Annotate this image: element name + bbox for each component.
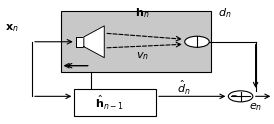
Text: $\mathbf{x}_{n}$: $\mathbf{x}_{n}$ (5, 22, 18, 34)
Circle shape (185, 36, 209, 47)
Circle shape (228, 91, 253, 102)
Text: $\hat{\mathbf{h}}_{n-1}$: $\hat{\mathbf{h}}_{n-1}$ (95, 93, 124, 112)
Text: $e_{n}$: $e_{n}$ (249, 101, 262, 113)
Text: $-$: $-$ (230, 89, 238, 98)
Text: $\hat{d}_{n}$: $\hat{d}_{n}$ (176, 79, 190, 97)
Text: $\mathbf{h}_{n}$: $\mathbf{h}_{n}$ (135, 6, 150, 20)
Bar (76, 37, 84, 47)
Bar (74, 89, 156, 116)
Bar (61, 11, 211, 72)
Polygon shape (84, 26, 104, 58)
Text: $d_{n}$: $d_{n}$ (218, 6, 231, 20)
Text: $v_{n}$: $v_{n}$ (136, 50, 149, 62)
